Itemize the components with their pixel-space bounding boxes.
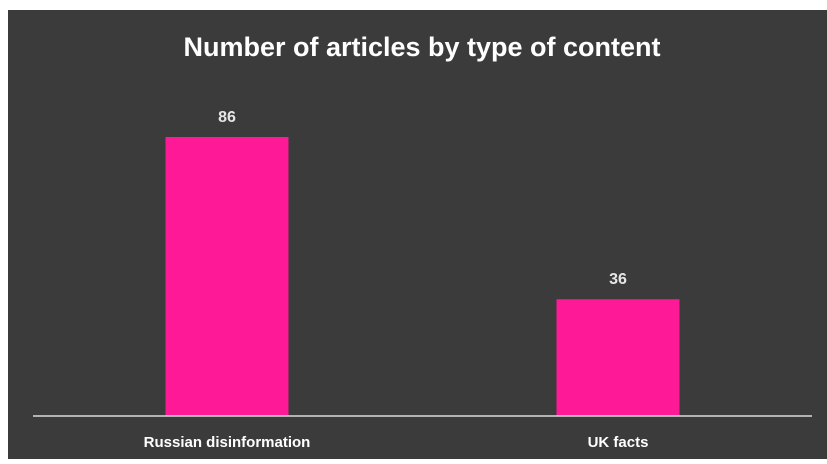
bar-1 bbox=[556, 299, 680, 416]
bars-layer bbox=[165, 137, 680, 416]
chart-title: Number of articles by type of content bbox=[183, 32, 660, 62]
value-label-0: 86 bbox=[218, 109, 236, 126]
category-label-0: Russian disinformation bbox=[144, 434, 311, 451]
labels-layer: 86 Russian disinformation 36 UK facts bbox=[144, 109, 649, 451]
category-label-1: UK facts bbox=[588, 434, 649, 451]
bar-0 bbox=[165, 137, 289, 416]
value-label-1: 36 bbox=[609, 271, 627, 288]
chart-background bbox=[8, 10, 827, 459]
